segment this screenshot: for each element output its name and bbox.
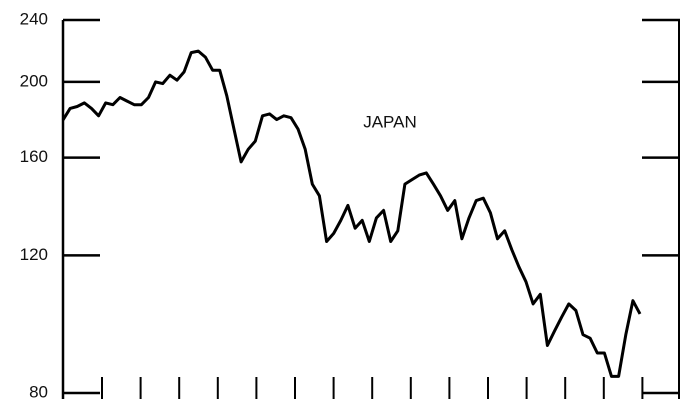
y-tick-label: 200	[20, 71, 48, 90]
annotation: JAPAN	[363, 112, 417, 131]
y-tick-label: 80	[29, 382, 48, 399]
y-tick-label: 120	[20, 245, 48, 264]
line	[61, 49, 642, 378]
y-tick-label: 240	[20, 9, 48, 28]
y-tick-label: 160	[20, 147, 48, 166]
